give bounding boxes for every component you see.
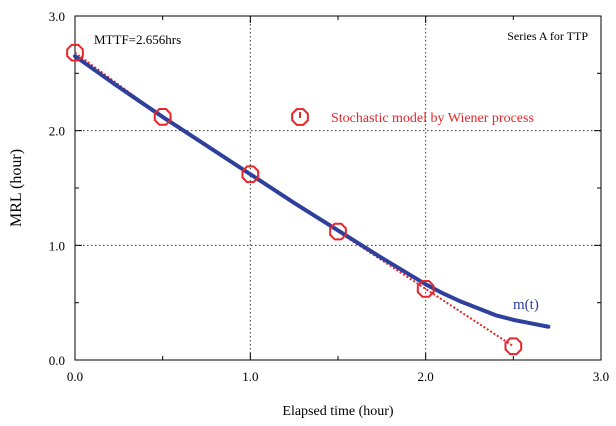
legend-entry-label: Stochastic model by Wiener process	[331, 111, 534, 126]
curve-label-mt: m(t)	[513, 297, 539, 313]
series-wiener-line	[74, 51, 514, 348]
data-point-wiener	[504, 337, 523, 356]
data-point-wiener	[153, 108, 172, 126]
series-mt-line	[73, 54, 551, 329]
series-annotation: Series A for TTP	[507, 29, 588, 43]
y-axis-label: MRL (hour)	[8, 149, 25, 227]
x-tick-label: 2.0	[418, 369, 434, 384]
x-tick-label: 1.0	[242, 369, 258, 384]
y-tick-label: 1.0	[49, 238, 65, 253]
series-layer	[66, 43, 551, 356]
mttf-annotation: MTTF=2.656hrs	[94, 32, 181, 47]
x-axis-label: Elapsed time (hour)	[282, 404, 394, 419]
tick-labels: 0.0 1.0 2.0 3.0 0.0 1.0 2.0 3.0	[49, 9, 609, 384]
legend-octagon-icon	[291, 108, 309, 126]
axis-ticks	[74, 15, 602, 361]
data-point-wiener	[66, 43, 84, 62]
x-tick-label: 0.0	[67, 369, 83, 384]
grid-lines	[75, 16, 601, 360]
y-tick-label: 3.0	[49, 9, 65, 24]
data-point-wiener	[329, 222, 347, 241]
data-point-wiener	[416, 280, 435, 298]
legend: Stochastic model by Wiener process	[291, 108, 534, 126]
y-tick-label: 2.0	[49, 124, 65, 139]
data-point-wiener	[241, 165, 260, 184]
x-tick-label: 3.0	[593, 369, 609, 384]
y-tick-label: 0.0	[49, 353, 65, 368]
legend-marker-icon	[291, 108, 309, 126]
